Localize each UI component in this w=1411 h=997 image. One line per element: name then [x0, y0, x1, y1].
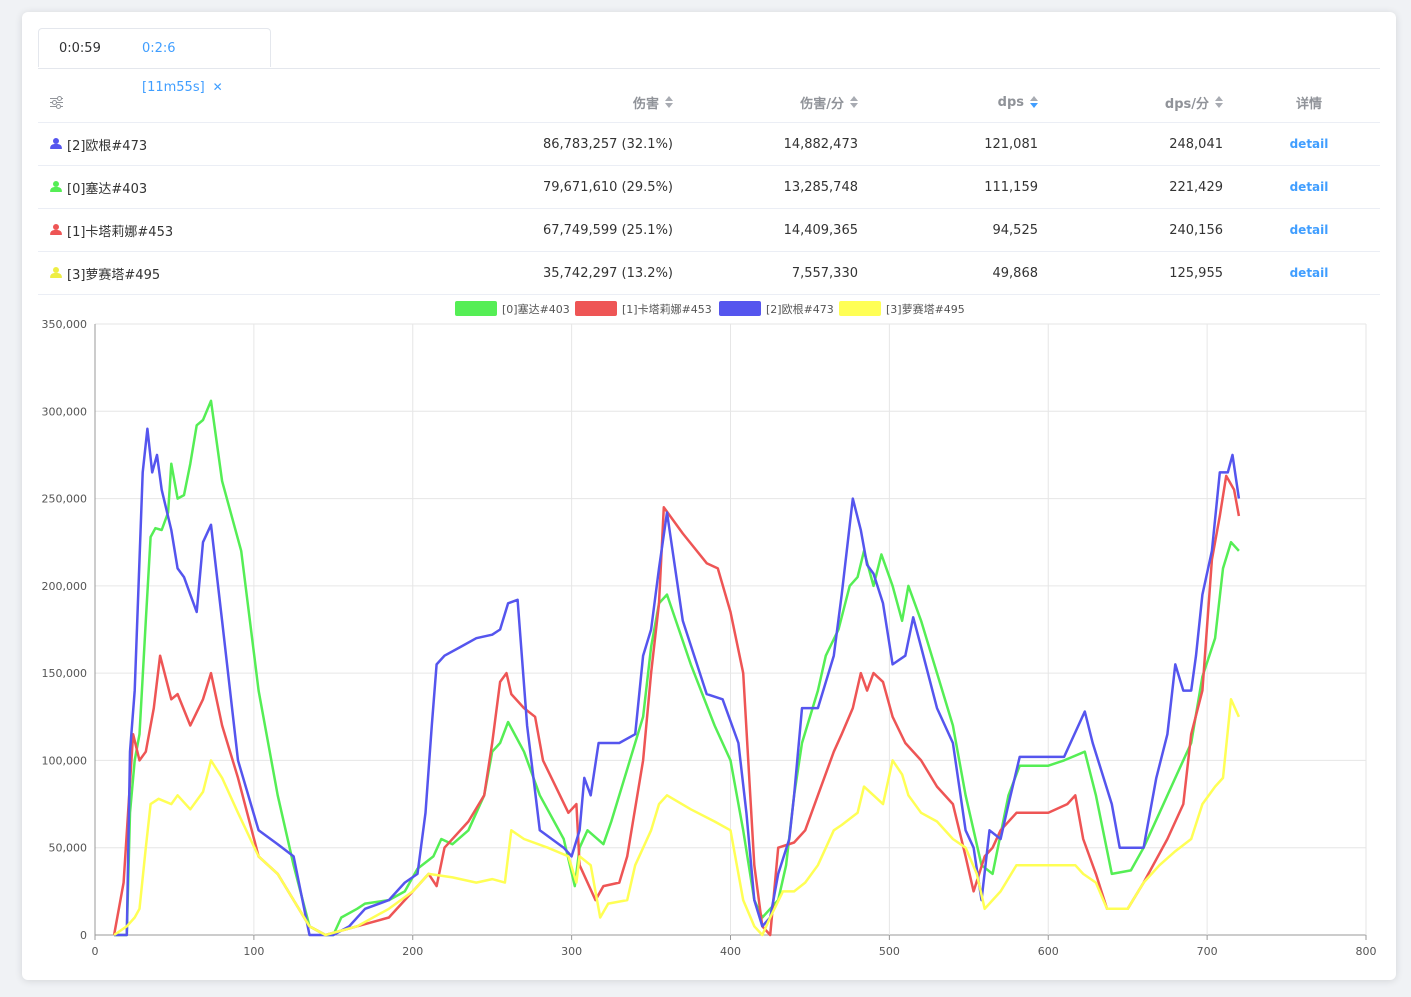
y-tick-label: 50,000: [49, 842, 88, 855]
player-name: [0]塞达#403: [67, 181, 148, 197]
close-icon[interactable]: ✕: [212, 80, 223, 94]
table-row: [0]塞达#403 79,671,610 (29.5%) 13,285,748 …: [38, 166, 1380, 209]
player-name: [3]萝赛塔#495: [67, 267, 161, 283]
column-detail-label: 详情: [1295, 96, 1322, 112]
table-row: [3]萝赛塔#495 35,742,297 (13.2%) 7,557,330 …: [38, 252, 1380, 295]
dps-per-min-value: 248,041: [1169, 136, 1223, 152]
detail-link[interactable]: detail: [1289, 137, 1329, 151]
dps-value: 111,159: [984, 179, 1038, 195]
y-tick-label: 300,000: [42, 405, 88, 418]
x-tick-label: 400: [720, 945, 741, 958]
legend-label: [2]欧根#473: [766, 302, 834, 316]
column-dps-per-min-label: dps/分: [1164, 96, 1209, 112]
user-icon: [50, 181, 62, 193]
legend-swatch: [575, 301, 617, 316]
series-line-3: [113, 698, 1241, 937]
session-tabs: 0:0:59 0:2:6 [11m55s] ✕: [38, 28, 1380, 95]
tab-session-1[interactable]: 0:2:6 [11m55s] ✕: [122, 28, 271, 95]
column-damage-per-min[interactable]: 伤害/分: [678, 82, 858, 122]
damage-value: 86,783,257 (32.1%): [542, 136, 673, 152]
damage-table: 伤害 伤害/分 dps dps/分 详情 [2]欧根#473 86,783,25…: [38, 82, 1380, 295]
damage-per-min-value: 14,409,365: [783, 222, 858, 238]
player-name: [1]卡塔莉娜#453: [67, 224, 174, 240]
column-damage-label: 伤害: [632, 96, 659, 112]
legend-label: [0]塞达#403: [502, 302, 570, 316]
sort-icon[interactable]: [1215, 96, 1223, 108]
dps-value: 121,081: [984, 136, 1038, 152]
column-dps[interactable]: dps: [858, 82, 1038, 122]
sort-desc-active-icon[interactable]: [1030, 96, 1038, 108]
column-damage[interactable]: 伤害: [368, 82, 673, 122]
damage-value: 79,671,610 (29.5%): [542, 179, 673, 195]
y-tick-label: 350,000: [42, 318, 88, 331]
sort-icon[interactable]: [850, 96, 858, 108]
x-tick-label: 300: [561, 945, 582, 958]
x-tick-label: 700: [1197, 945, 1218, 958]
detail-link[interactable]: detail: [1289, 266, 1329, 280]
y-tick-label: 100,000: [42, 754, 88, 767]
y-tick-label: 150,000: [42, 667, 88, 680]
damage-value: 67,749,599 (25.1%): [542, 222, 673, 238]
user-icon: [50, 267, 62, 279]
detail-link[interactable]: detail: [1289, 223, 1329, 237]
tab-label: 0:2:6 [11m55s]: [142, 41, 205, 95]
column-settings-cell: [50, 82, 350, 122]
dps-value: 49,868: [992, 265, 1039, 281]
x-tick-label: 600: [1038, 945, 1059, 958]
y-tick-label: 0: [80, 929, 87, 942]
damage-value: 35,742,297 (13.2%): [542, 265, 673, 281]
dps-per-min-value: 125,955: [1169, 265, 1223, 281]
dps-line-chart: 0 50,000 100,000 150,000 200,000 250,000 300,0…: [42, 301, 1377, 958]
x-tick-label: 100: [243, 945, 264, 958]
column-dps-per-min[interactable]: dps/分: [1038, 82, 1223, 122]
legend-swatch: [719, 301, 761, 316]
legend-label: [1]卡塔莉娜#453: [622, 302, 712, 316]
legend-label: [3]萝赛塔#495: [886, 302, 965, 316]
column-settings-icon[interactable]: [50, 96, 63, 109]
damage-per-min-value: 14,882,473: [783, 136, 858, 152]
user-icon: [50, 224, 62, 236]
column-dps-label: dps: [997, 94, 1024, 110]
table-header: 伤害 伤害/分 dps dps/分 详情: [38, 82, 1380, 123]
dps-per-min-value: 240,156: [1169, 222, 1223, 238]
table-row: [1]卡塔莉娜#453 67,749,599 (25.1%) 14,409,36…: [38, 209, 1380, 252]
legend-swatch: [455, 301, 497, 316]
damage-report-card: 0:0:59 0:2:6 [11m55s] ✕ 伤害 伤害/分 dps: [22, 12, 1396, 980]
legend-swatch: [839, 301, 881, 316]
series-line-2: [114, 427, 1241, 937]
tab-label: 0:0:59: [59, 41, 101, 56]
user-icon: [50, 138, 62, 150]
sort-icon[interactable]: [665, 96, 673, 108]
x-tick-label: 0: [92, 945, 99, 958]
player-name: [2]欧根#473: [67, 138, 148, 154]
series-line-0: [114, 399, 1240, 937]
x-tick-label: 800: [1356, 945, 1377, 958]
dps-per-min-value: 221,429: [1169, 179, 1223, 195]
y-tick-label: 200,000: [42, 580, 88, 593]
damage-per-min-value: 13,285,748: [783, 179, 858, 195]
x-tick-label: 500: [879, 945, 900, 958]
detail-link[interactable]: detail: [1289, 180, 1329, 194]
column-damage-per-min-label: 伤害/分: [800, 96, 844, 112]
y-tick-label: 250,000: [42, 493, 88, 506]
tab-session-0[interactable]: 0:0:59: [38, 28, 123, 67]
x-tick-label: 200: [402, 945, 423, 958]
dps-value: 94,525: [992, 222, 1039, 238]
column-detail: 详情: [1274, 82, 1344, 122]
table-row: [2]欧根#473 86,783,257 (32.1%) 14,882,473 …: [38, 123, 1380, 166]
damage-per-min-value: 7,557,330: [791, 265, 858, 281]
